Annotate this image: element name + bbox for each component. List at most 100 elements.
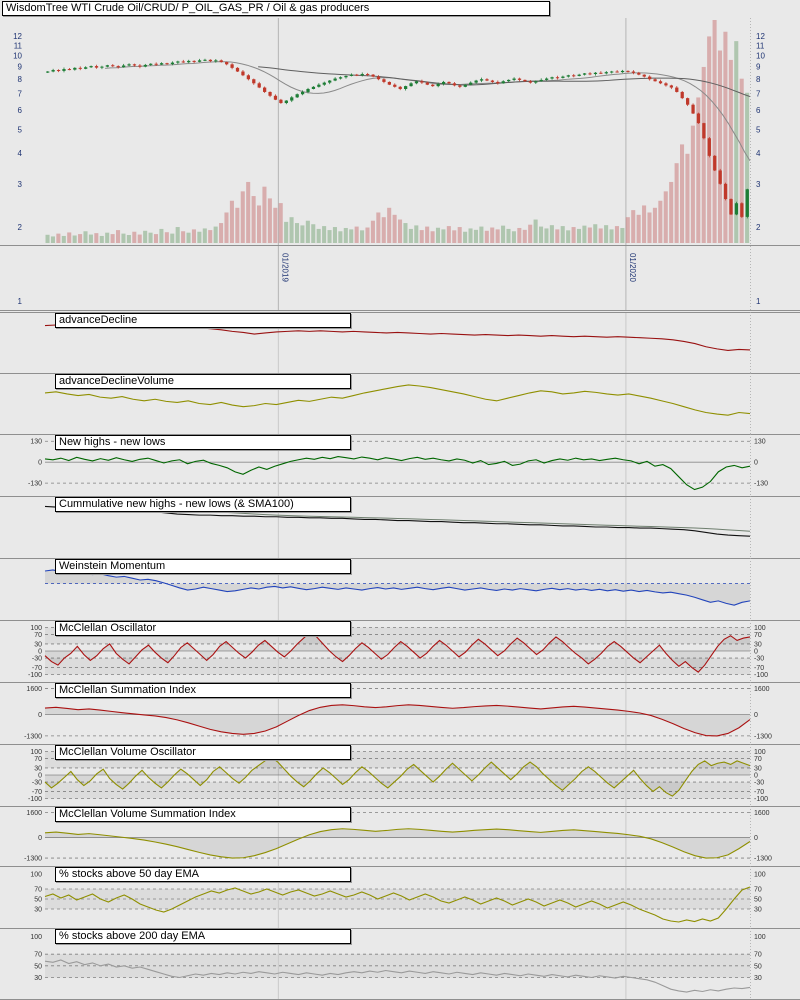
- volume-bar: [45, 234, 50, 243]
- volume-bar: [663, 191, 668, 243]
- price-tick: 3: [18, 180, 23, 189]
- volume-bar: [425, 226, 430, 243]
- volume-bar: [262, 186, 267, 243]
- volume-bar: [739, 78, 744, 244]
- candle-body: [593, 72, 598, 75]
- y-tick: -100: [754, 796, 768, 803]
- candle-body: [566, 75, 570, 77]
- volume-bar: [560, 226, 565, 243]
- y-tick: 130: [30, 439, 42, 446]
- y-tick: 100: [30, 625, 42, 632]
- volume-bar: [701, 66, 706, 244]
- panel-title-advance-decline: advanceDecline: [55, 313, 351, 328]
- series-line: [44, 384, 751, 416]
- candle-body: [149, 63, 153, 65]
- volume-bar: [83, 231, 88, 243]
- candle-body: [187, 60, 191, 63]
- candle-body: [669, 85, 673, 88]
- price-tick: 1: [756, 297, 761, 306]
- candle-body: [328, 80, 332, 83]
- candle-body: [78, 67, 82, 69]
- candle-body: [290, 97, 294, 101]
- volume-bar: [105, 232, 110, 243]
- candle-body: [268, 91, 272, 96]
- price-tick: 5: [18, 125, 23, 134]
- volume-bar: [490, 227, 495, 243]
- candle-body: [344, 75, 348, 78]
- candle-body: [686, 98, 690, 105]
- candle-body: [105, 65, 109, 67]
- volume-bar: [549, 225, 554, 243]
- candle-body: [572, 75, 576, 77]
- candle-body: [637, 72, 641, 75]
- y-tick: 70: [754, 887, 762, 894]
- volume-bar: [116, 230, 121, 243]
- volume-bar: [528, 224, 533, 243]
- y-tick: 0: [754, 773, 758, 780]
- volume-bar: [284, 221, 289, 243]
- volume-bar: [67, 232, 72, 243]
- volume-bar: [506, 228, 511, 243]
- series-line: [44, 569, 751, 606]
- candle-body: [463, 84, 467, 87]
- volume-bar: [403, 223, 408, 243]
- candle-body: [479, 79, 484, 81]
- price-tick: 5: [756, 125, 761, 134]
- volume-bar: [642, 205, 647, 243]
- volume-bar: [202, 228, 207, 243]
- candle-body: [338, 77, 343, 79]
- candle-body: [235, 67, 240, 72]
- candle-body: [127, 64, 131, 66]
- candle-body: [100, 66, 104, 68]
- panel-title-mcclellan-summation: McClellan Summation Index: [55, 683, 351, 698]
- price-tick: 7: [18, 89, 23, 98]
- volume-bar: [175, 227, 180, 243]
- candle-body: [517, 78, 522, 80]
- candle-body: [409, 83, 413, 87]
- y-tick: -70: [754, 789, 764, 796]
- volume-bar: [137, 234, 142, 243]
- candle-body: [604, 72, 608, 74]
- y-tick: 0: [754, 712, 758, 719]
- volume-bar: [153, 234, 159, 243]
- volume-bar: [78, 234, 83, 243]
- volume-bar: [473, 229, 478, 243]
- panel-title-pct-above-50ema: % stocks above 50 day EMA: [55, 867, 351, 882]
- y-tick: 50: [34, 897, 42, 904]
- candle-body: [279, 99, 283, 104]
- candle-body: [306, 88, 310, 92]
- volume-bar: [349, 229, 354, 243]
- candle-body: [588, 73, 592, 75]
- y-tick: 30: [34, 907, 42, 914]
- volume-bar: [728, 59, 733, 244]
- volume-bar: [441, 229, 446, 243]
- volume-bar: [674, 163, 679, 243]
- moving-average-line: [105, 61, 751, 161]
- candle-body: [387, 81, 391, 85]
- candle-body: [713, 155, 717, 171]
- volume-bar: [186, 232, 191, 243]
- candle-body: [615, 71, 619, 73]
- candle-body: [696, 113, 701, 124]
- candle-body: [745, 189, 749, 217]
- candle-body: [257, 83, 261, 88]
- volume-bar: [598, 228, 603, 243]
- volume-bar: [631, 210, 636, 243]
- volume-bar: [208, 230, 213, 243]
- volume-bar: [685, 153, 690, 243]
- price-tick: 8: [756, 75, 761, 84]
- candle-body: [474, 80, 478, 83]
- volume-bar: [354, 226, 359, 243]
- volume-bar: [593, 224, 598, 243]
- volume-bar: [257, 205, 262, 243]
- volume-bar: [625, 217, 630, 243]
- candle-body: [263, 87, 267, 92]
- volume-bar: [571, 227, 576, 243]
- candle-body: [143, 64, 147, 67]
- y-tick: 100: [30, 872, 42, 879]
- y-tick: -30: [754, 780, 764, 787]
- candle-body: [734, 203, 739, 215]
- y-tick: 100: [754, 872, 766, 879]
- series-fill: [45, 704, 750, 736]
